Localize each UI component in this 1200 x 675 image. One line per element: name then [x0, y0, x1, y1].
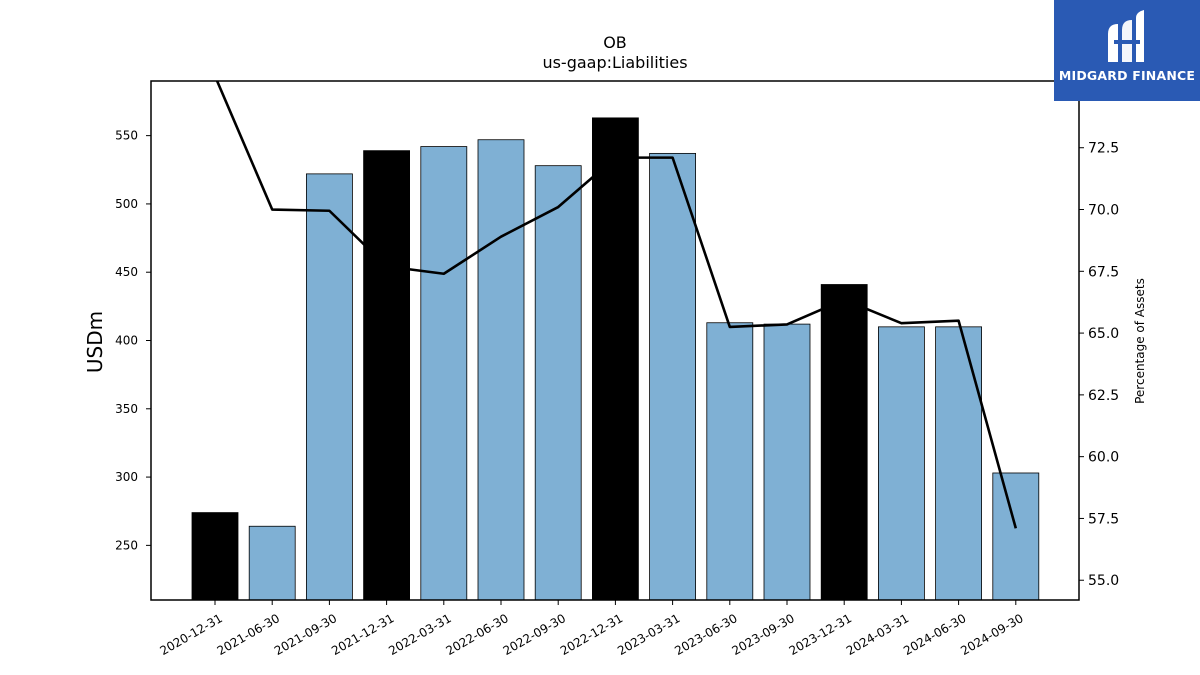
y2-tick-label: 60.0 — [1088, 450, 1119, 466]
chart-title: OB — [603, 33, 627, 52]
bar-2022-09-30 — [534, 165, 582, 601]
brand-name: MIDGARD FINANCE — [1058, 68, 1196, 83]
bar-2023-12-31 — [820, 284, 868, 601]
y-tick-label: 500 — [115, 197, 138, 211]
midgard-logo-icon — [1108, 10, 1144, 62]
y2-tick-label: 67.5 — [1088, 264, 1119, 280]
y2-axis-label: Percentage of Assets — [1133, 278, 1147, 404]
y2-tick-label: 62.5 — [1088, 388, 1119, 404]
x-tick-label: 2023-09-30 — [729, 611, 796, 658]
x-tick-label: 2022-09-30 — [501, 611, 568, 658]
bar-2020-12-31 — [191, 512, 239, 601]
y-tick-label: 400 — [115, 334, 138, 348]
x-tick-label: 2023-12-31 — [787, 611, 854, 658]
y-tick-label: 300 — [115, 470, 138, 484]
bar-2021-09-30 — [305, 173, 353, 601]
x-tick-label: 2021-09-30 — [272, 611, 339, 658]
y2-tick-label: 72.5 — [1088, 141, 1119, 157]
y-tick-label: 550 — [115, 129, 138, 143]
y2-tick-label: 57.5 — [1088, 511, 1119, 527]
y-axis-label: USDm — [83, 311, 107, 373]
x-axis: 2020-12-312021-06-302021-09-302021-12-31… — [157, 600, 1026, 658]
y-tick-label: 450 — [115, 265, 138, 279]
bar-2022-06-30 — [477, 139, 525, 601]
y-axis-right: 55.0 57.5 60.0 62.5 65.0 67.5 70.0 72.5 — [1079, 141, 1119, 589]
x-tick-label: 2022-03-31 — [386, 611, 453, 658]
bar-2021-06-30 — [248, 525, 296, 601]
y2-tick-label: 70.0 — [1088, 203, 1119, 219]
bars-layer — [191, 117, 1040, 601]
y2-tick-label: 65.0 — [1088, 326, 1119, 342]
bar-2024-06-30 — [935, 326, 982, 601]
bar-2024-03-31 — [878, 326, 925, 601]
bar-2023-06-30 — [706, 322, 754, 601]
x-tick-label: 2022-12-31 — [558, 611, 625, 658]
bar-2023-03-31 — [649, 152, 696, 601]
x-tick-label: 2022-06-30 — [443, 611, 510, 658]
bar-2024-09-30 — [992, 472, 1040, 601]
bar-2022-12-31 — [592, 117, 639, 601]
chart-subtitle: us-gaap:Liabilities — [542, 53, 687, 72]
x-tick-label: 2021-12-31 — [329, 611, 396, 658]
x-tick-label: 2021-06-30 — [215, 611, 282, 658]
bar-2023-09-30 — [763, 323, 811, 601]
x-tick-label: 2024-09-30 — [958, 611, 1025, 658]
x-tick-label: 2024-03-31 — [844, 611, 911, 658]
x-tick-label: 2023-03-31 — [615, 611, 682, 658]
x-tick-label: 2024-06-30 — [901, 611, 968, 658]
y2-tick-label: 55.0 — [1088, 573, 1119, 589]
x-tick-label: 2023-06-30 — [672, 611, 739, 658]
line-layer — [215, 81, 1018, 529]
y-tick-label: 350 — [115, 402, 138, 416]
y-axis-left: 250 300 350 400 450 500 550 — [115, 129, 151, 552]
bar-2021-12-31 — [363, 150, 411, 601]
brand-logo: MIDGARD FINANCE — [1054, 0, 1200, 101]
y-tick-label: 250 — [115, 538, 138, 552]
x-tick-label: 2020-12-31 — [157, 611, 224, 658]
bar-2022-03-31 — [420, 146, 468, 601]
